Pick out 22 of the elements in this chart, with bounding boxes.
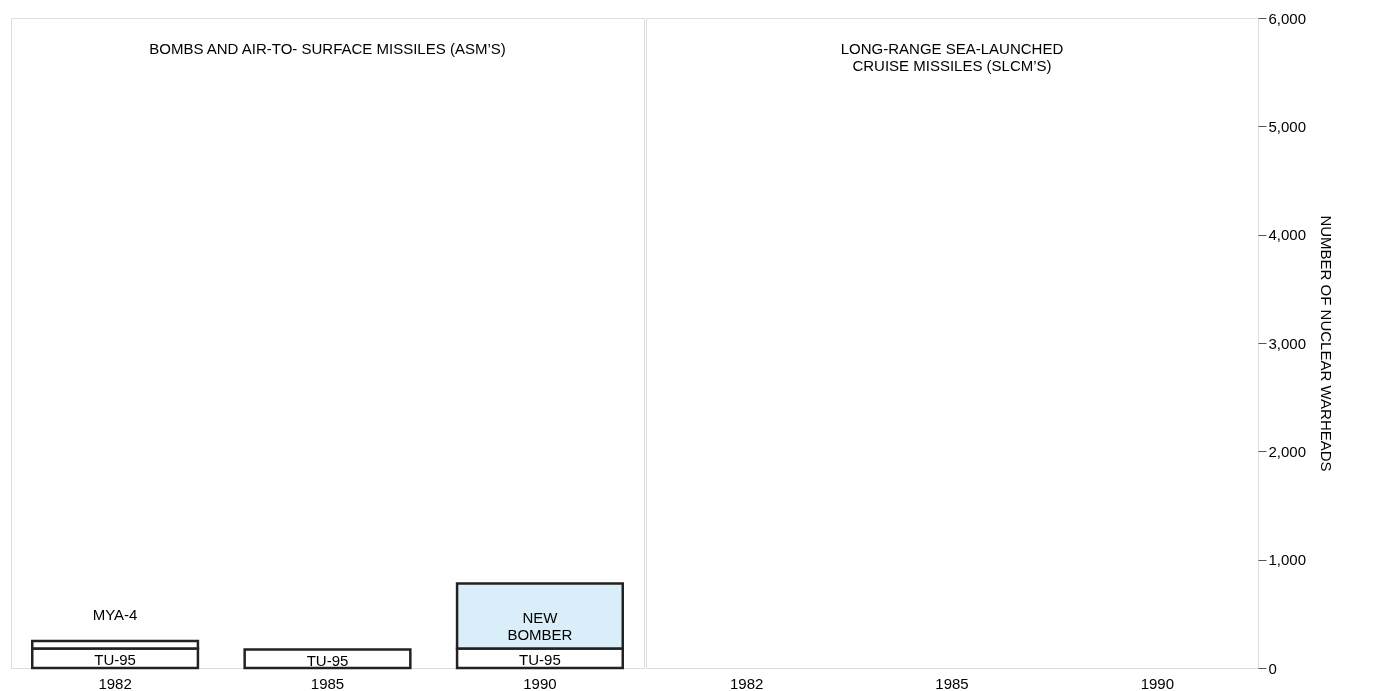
y-tick-label: 5,000	[1268, 117, 1307, 135]
x-tick-label: 1985	[310, 674, 345, 691]
y-tick-label: 0	[1268, 659, 1277, 677]
x-tick-label: 1990	[1140, 674, 1175, 691]
text: BOMBS AND AIR-TO- SURFACE MISSILES (ASM’S)	[149, 40, 506, 57]
y-tick-label: 2,000	[1268, 442, 1307, 460]
x-tick-label: 1982	[98, 674, 132, 691]
bar	[243, 648, 412, 670]
y-tick-label: 1,000	[1268, 551, 1307, 569]
text: TU-95	[519, 651, 561, 669]
y-axis-title: NUMBER OF NUCLEAR WARHEADS	[1318, 215, 1336, 472]
series-label: TU-95	[94, 651, 136, 669]
series-label: MYA-4	[92, 605, 138, 623]
series-label: NEW BOMBER	[507, 609, 573, 643]
x-tick-label: 1985	[935, 674, 969, 691]
y-tick-label: 6,000	[1268, 9, 1307, 27]
y-tick-label: 4,000	[1268, 226, 1307, 244]
text: TU-95	[306, 651, 349, 669]
y-tick-label: 3,000	[1268, 334, 1307, 352]
text: LONG-RANGE SEA-LAUNCHED CRUISE MISSILES (SLCM’S)	[840, 40, 1064, 74]
x-tick-label: 1990	[523, 674, 557, 691]
x-tick-label: 1982	[729, 674, 764, 691]
